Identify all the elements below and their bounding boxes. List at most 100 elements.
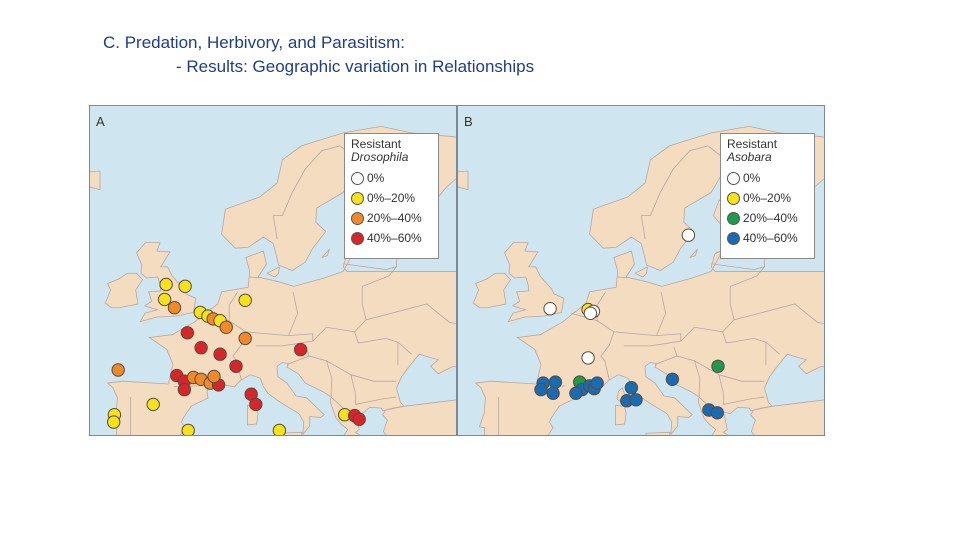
legend-row: 0% bbox=[727, 168, 808, 188]
site-marker-yellow bbox=[159, 277, 173, 292]
legend-swatch-icon bbox=[727, 171, 740, 185]
site-marker-white bbox=[581, 351, 595, 365]
country-border bbox=[733, 303, 824, 324]
country-border bbox=[255, 326, 355, 347]
site-marker-orange bbox=[238, 331, 252, 346]
country-border bbox=[656, 333, 682, 342]
country-border bbox=[723, 396, 765, 405]
legend-label: 0%–20% bbox=[367, 191, 416, 205]
country-border bbox=[673, 346, 678, 357]
site-marker-blue bbox=[548, 375, 563, 389]
legend-label: 0% bbox=[743, 171, 761, 185]
site-marker-red bbox=[177, 382, 192, 397]
panel-letter-b: B bbox=[464, 114, 473, 129]
map-panel-b: B Resistant Asobara 0% 0%–20% 20%–40% 40%–6… bbox=[457, 105, 825, 436]
site-marker-red bbox=[213, 347, 227, 361]
country-border bbox=[355, 396, 397, 405]
country-border bbox=[397, 341, 412, 355]
legend-row: 0% bbox=[351, 168, 432, 188]
country-border bbox=[765, 341, 780, 355]
site-marker-yellow bbox=[178, 279, 192, 294]
site-marker-blue bbox=[546, 386, 560, 400]
legend-swatch-icon bbox=[351, 191, 364, 205]
legend-a: Resistant Drosophila 0% 0%–20% 20%–40% 40%–… bbox=[344, 133, 439, 259]
legend-label: 0%–20% bbox=[743, 191, 792, 205]
panel-letter-a: A bbox=[96, 114, 105, 129]
site-marker-green bbox=[711, 359, 725, 373]
country-border bbox=[354, 286, 367, 333]
legend-swatch-icon bbox=[727, 231, 740, 245]
country-border bbox=[712, 263, 765, 270]
country-border bbox=[228, 291, 238, 321]
site-marker-yellow bbox=[146, 397, 160, 412]
site-marker-yellow bbox=[157, 292, 172, 307]
site-marker-blue bbox=[710, 406, 724, 420]
legend-label: 0% bbox=[367, 171, 385, 185]
site-markers-a bbox=[107, 277, 366, 435]
legend-row: 20%–40% bbox=[727, 208, 808, 228]
legend-swatch-icon bbox=[727, 191, 740, 205]
site-marker-yellow bbox=[238, 293, 252, 308]
land-iceland bbox=[458, 170, 469, 191]
country-border bbox=[613, 291, 667, 337]
country-border bbox=[365, 303, 456, 324]
site-marker-red bbox=[180, 326, 195, 340]
country-border bbox=[354, 331, 399, 366]
country-border bbox=[326, 360, 333, 398]
legend-species-b: Asobara bbox=[727, 150, 772, 164]
country-border bbox=[654, 355, 724, 405]
site-marker-white bbox=[583, 306, 598, 321]
site-marker-blue bbox=[624, 381, 639, 395]
site-marker-orange bbox=[111, 363, 125, 377]
country-border bbox=[722, 331, 767, 366]
site-marker-red bbox=[352, 412, 366, 426]
country-border bbox=[288, 333, 314, 342]
legend-label: 40%–60% bbox=[743, 231, 798, 245]
site-marker-orange bbox=[167, 301, 182, 315]
land-sicily bbox=[645, 431, 671, 435]
site-marker-red bbox=[249, 397, 263, 412]
legend-swatch-icon bbox=[351, 211, 364, 225]
site-marker-blue bbox=[590, 376, 604, 390]
legend-label: 20%–40% bbox=[367, 211, 422, 225]
legend-b: Resistant Asobara 0% 0%–20% 20%–40% 40%–60% bbox=[720, 133, 815, 259]
legend-swatch-icon bbox=[351, 231, 364, 245]
country-border bbox=[249, 276, 259, 279]
slide-subtitle: - Results: Geographic variation in Relat… bbox=[176, 57, 535, 76]
land-africa bbox=[750, 399, 824, 435]
land-britain bbox=[504, 242, 565, 323]
country-border bbox=[640, 145, 709, 239]
land-gotland bbox=[321, 248, 330, 258]
site-marker-blue bbox=[665, 372, 680, 386]
legend-rows-b: 0% 0%–20% 20%–40% 40%–60% bbox=[727, 168, 808, 248]
land-zealand bbox=[266, 266, 280, 278]
country-border bbox=[718, 374, 765, 382]
legend-rows-a: 0% 0%–20% 20%–40% 40%–60% bbox=[351, 168, 432, 248]
site-marker-orange bbox=[219, 320, 233, 335]
legend-species-a: Drosophila bbox=[351, 150, 409, 164]
country-border bbox=[272, 145, 341, 239]
country-border bbox=[617, 276, 627, 279]
land-ireland bbox=[104, 272, 144, 309]
country-border bbox=[286, 355, 356, 405]
legend-row: 40%–60% bbox=[351, 228, 432, 248]
legend-swatch-icon bbox=[351, 171, 364, 185]
site-marker-white bbox=[543, 302, 557, 316]
legend-row: 0%–20% bbox=[351, 188, 432, 208]
site-marker-orange bbox=[207, 369, 221, 384]
land-iceland bbox=[90, 170, 101, 191]
country-border bbox=[350, 374, 397, 382]
site-marker-blue bbox=[569, 386, 583, 400]
country-border bbox=[694, 360, 701, 398]
legend-label: 40%–60% bbox=[367, 231, 422, 245]
legend-swatch-icon bbox=[727, 211, 740, 225]
site-marker-red bbox=[293, 342, 308, 357]
land-africa bbox=[382, 399, 456, 435]
legend-title-a: Resistant bbox=[351, 137, 402, 151]
slide-title: C. Predation, Herbivory, and Parasitism: bbox=[103, 33, 406, 52]
site-marker-blue bbox=[534, 382, 548, 397]
land-ireland bbox=[472, 272, 512, 309]
country-border bbox=[245, 291, 299, 337]
site-marker-yellow bbox=[272, 423, 287, 435]
country-border bbox=[722, 286, 735, 333]
